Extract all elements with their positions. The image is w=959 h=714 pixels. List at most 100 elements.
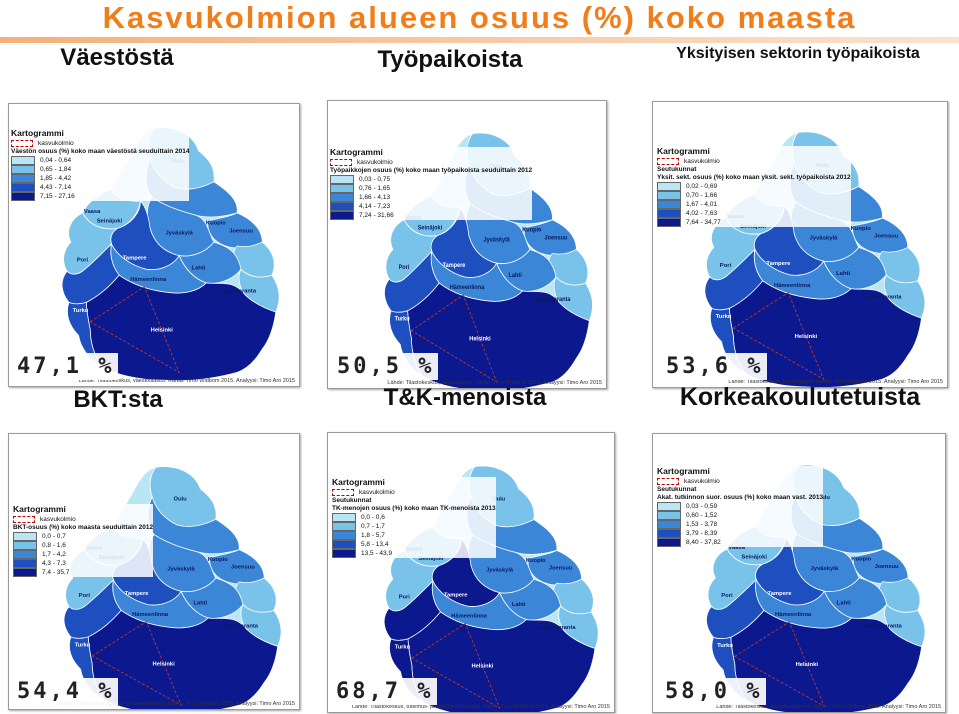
- legend-swatch: [11, 156, 35, 165]
- city-label: Pori: [399, 265, 410, 271]
- legend-title: Kartogrammi: [657, 146, 710, 156]
- city-label: Helsinki: [795, 334, 818, 340]
- legend-growth-row: kasvukolmio: [657, 157, 851, 166]
- city-label: Turku: [395, 317, 410, 323]
- legend-measure: TK-menojen osuus (%) koko maan TK-menois…: [332, 505, 496, 512]
- panel-heading: Väestöstä: [60, 43, 174, 71]
- region-shape: [207, 212, 263, 249]
- source-note: Lähde: Tilastokeskus, väestötilastot. Ka…: [78, 378, 295, 384]
- legend-class-row: 1,53 - 3,78: [657, 520, 823, 529]
- share-percentage: 54,4 %: [13, 678, 119, 705]
- legend-measure: BKT-osuus (%) koko maasta seuduittain 20…: [13, 524, 154, 531]
- city-label: Helsinki: [151, 328, 174, 334]
- city-label: Jyväskylä: [484, 237, 511, 243]
- legend-title: Kartogrammi: [13, 504, 66, 514]
- map-legend: Kartogrammi kasvukolmio Seutukunnat Yksit. …: [657, 146, 851, 227]
- legend-growth-label: kasvukolmio: [357, 158, 393, 166]
- legend-class-label: 0,76 - 1,65: [359, 184, 391, 192]
- legend-class-row: 1,66 - 4,13: [330, 193, 532, 202]
- city-label: Hämeenlinna: [132, 612, 169, 618]
- dashed-box-icon: [13, 516, 35, 523]
- city-label: Oulu: [492, 496, 505, 502]
- legend-class-label: 1,66 - 4,13: [359, 193, 391, 201]
- cartogram-panel: OuluVaasaSeinäjokiKuopioJoensuuJyväskylä…: [8, 103, 300, 387]
- legend-class-label: 1,8 - 5,7: [361, 531, 385, 539]
- share-percentage: 53,6 %: [662, 353, 768, 380]
- legend-class-label: 7,4 - 35,7: [42, 568, 70, 576]
- cartogram-panel: OuluVaasaSeinäjokiKuopioJoensuuJyväskylä…: [652, 101, 948, 388]
- city-label: Tampere: [444, 593, 467, 599]
- cartogram-map: OuluVaasaSeinäjokiKuopioJoensuuJyväskylä…: [704, 131, 926, 387]
- legend-class-row: 1,7 - 4,2: [13, 550, 153, 559]
- legend-class-row: 5,8 - 13,4: [332, 540, 496, 549]
- legend-class-row: 7,15 - 27,16: [11, 192, 189, 201]
- city-label: Lahti: [837, 601, 851, 607]
- city-label: Lappeenranta: [863, 295, 902, 301]
- legend-class-row: 4,02 - 7,63: [657, 209, 851, 218]
- legend-class-row: 0,04 - 0,64: [11, 156, 189, 165]
- cartogram-map: OuluVaasaSeinäjokiKuopioJoensuuJyväskylä…: [61, 127, 280, 382]
- legend-class-label: 13,5 - 43,9: [361, 549, 393, 557]
- city-label: Lahti: [193, 601, 207, 607]
- region-shape: [209, 549, 265, 585]
- city-label: Seinäjoki: [741, 555, 767, 561]
- legend-class-label: 0,65 - 1,84: [40, 165, 72, 173]
- dashed-box-icon: [657, 478, 679, 485]
- legend-class-label: 8,40 - 37,82: [686, 538, 721, 546]
- legend-swatch: [657, 520, 681, 529]
- legend-swatch: [332, 540, 356, 549]
- legend-class-label: 3,79 - 8,39: [686, 529, 718, 537]
- legend-swatch: [657, 218, 681, 227]
- city-label: Pori: [79, 593, 91, 599]
- legend-class-label: 7,15 - 27,16: [40, 192, 75, 200]
- source-note: Lähde: Tilastokeskus, tutkimus- ja kehit…: [351, 704, 610, 710]
- legend-class-label: 4,43 - 7,14: [40, 183, 72, 191]
- legend-class-row: 0,0 - 0,7: [13, 532, 153, 541]
- legend-swatch: [657, 209, 681, 218]
- city-label: Pori: [720, 263, 732, 269]
- legend-swatch: [330, 184, 354, 193]
- cartogram-map: OuluVaasaSeinäjokiKuopioJoensuuJyväskylä…: [383, 132, 594, 388]
- city-label: Lappeenranta: [534, 297, 571, 303]
- region-shape: [852, 548, 909, 584]
- legend-title: Kartogrammi: [332, 477, 385, 487]
- city-label: Helsinki: [471, 664, 493, 670]
- city-label: Hämeenlinna: [775, 612, 812, 618]
- legend-swatch: [11, 174, 35, 183]
- city-label: Turku: [395, 644, 411, 650]
- city-label: Hämeenlinna: [450, 285, 485, 291]
- panel-heading: BKT:sta: [73, 385, 163, 413]
- legend-class-row: 13,5 - 43,9: [332, 549, 496, 558]
- legend-class-label: 1,85 - 4,42: [40, 174, 72, 182]
- legend-swatch: [13, 568, 37, 577]
- legend-class-label: 0,0 - 0,6: [361, 513, 385, 521]
- legend-growth-row: kasvukolmio: [332, 488, 496, 497]
- dashed-box-icon: [11, 140, 33, 147]
- legend-swatch: [332, 549, 356, 558]
- city-label: Lappeenranta: [220, 623, 259, 629]
- legend-swatch: [332, 522, 356, 531]
- source-note: Lähde: Tilastokeskus, koulutusrakenne. K…: [716, 704, 941, 710]
- city-label: Tampere: [768, 591, 793, 597]
- city-label: Kuopio: [208, 557, 228, 563]
- map-legend: Kartogrammi kasvukolmio Seutukunnat Akat. t…: [657, 466, 824, 547]
- cartogram-panel: OuluVaasaSeinäjokiKuopioJoensuuJyväskylä…: [327, 100, 607, 389]
- legend-class-row: 0,60 - 1,52: [657, 511, 823, 520]
- legend-swatch: [11, 183, 35, 192]
- legend-class-row: 4,3 - 7,3: [13, 559, 153, 568]
- city-label: Lahti: [512, 602, 526, 608]
- legend-class-row: 7,64 - 34,77: [657, 218, 851, 227]
- legend-swatch: [11, 192, 35, 201]
- legend-subtitle: Seutukunnat: [657, 486, 697, 493]
- page-title: Kasvukolmion alueen osuus (%) koko maast…: [102, 0, 857, 35]
- legend-class-label: 0,60 - 1,52: [686, 511, 718, 519]
- city-label: Pori: [77, 258, 89, 264]
- city-label: Joensuu: [875, 564, 899, 570]
- source-note: Lähde: Tilastokeskus, työssäkäynti. Kart…: [387, 380, 602, 386]
- legend-class-row: 4,43 - 7,14: [11, 183, 189, 192]
- city-label: Jyväskylä: [165, 230, 193, 236]
- dashed-box-icon: [330, 159, 352, 166]
- legend-class-row: 4,14 - 7,23: [330, 202, 532, 211]
- legend-class-row: 1,8 - 5,7: [332, 531, 496, 540]
- legend-growth-label: kasvukolmio: [684, 157, 720, 165]
